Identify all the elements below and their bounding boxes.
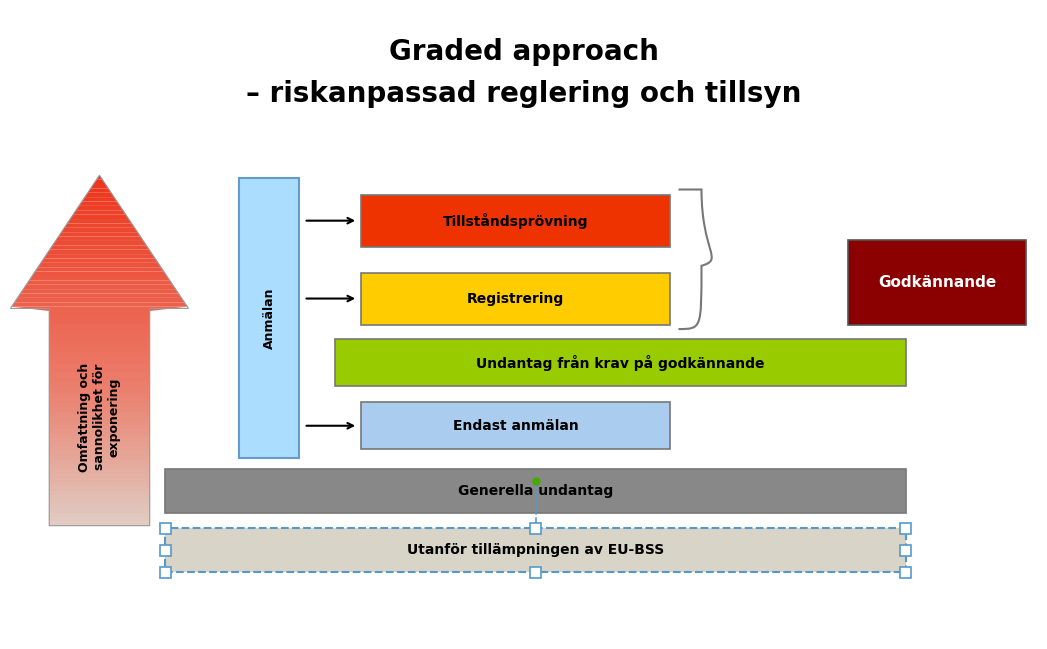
Bar: [900, 567, 911, 578]
Text: Godkännande: Godkännande: [878, 275, 996, 290]
Bar: [900, 545, 911, 556]
Bar: [530, 567, 540, 578]
FancyBboxPatch shape: [239, 178, 299, 458]
Bar: [900, 523, 911, 533]
FancyBboxPatch shape: [165, 528, 906, 572]
Text: Endast anmälan: Endast anmälan: [452, 419, 579, 433]
FancyBboxPatch shape: [361, 195, 670, 247]
Bar: [160, 567, 171, 578]
Bar: [160, 523, 171, 533]
Bar: [160, 545, 171, 556]
FancyBboxPatch shape: [165, 469, 906, 513]
Text: Registrering: Registrering: [467, 291, 564, 306]
Bar: [530, 523, 540, 533]
Text: Utanför tillämpningen av EU-BSS: Utanför tillämpningen av EU-BSS: [407, 543, 664, 557]
FancyBboxPatch shape: [361, 273, 670, 324]
Text: Generella undantag: Generella undantag: [458, 484, 614, 498]
Text: Omfattning och
sannolikhet för
exponering: Omfattning och sannolikhet för exponerin…: [77, 362, 121, 472]
Text: Graded approach: Graded approach: [388, 38, 659, 66]
FancyBboxPatch shape: [335, 339, 906, 386]
Text: Tillståndsprövning: Tillståndsprövning: [443, 213, 588, 228]
FancyBboxPatch shape: [361, 402, 670, 449]
Text: – riskanpassad reglering och tillsyn: – riskanpassad reglering och tillsyn: [246, 80, 801, 108]
FancyBboxPatch shape: [848, 240, 1026, 324]
Text: Anmälan: Anmälan: [263, 288, 275, 349]
Text: Undantag från krav på godkännande: Undantag från krav på godkännande: [476, 355, 764, 371]
